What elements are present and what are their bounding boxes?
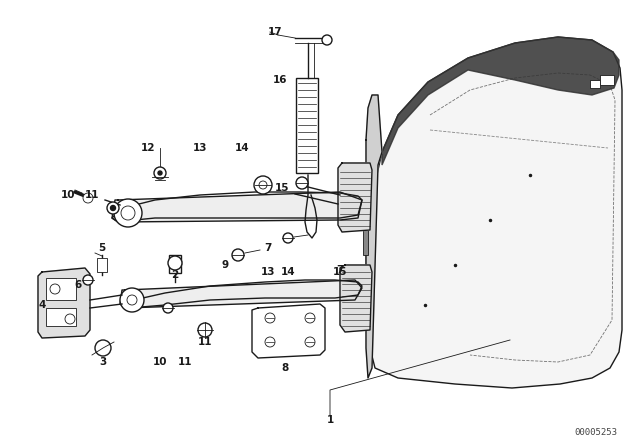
Text: 11: 11 (84, 190, 99, 200)
Text: 13: 13 (260, 267, 275, 277)
Circle shape (259, 181, 267, 189)
Circle shape (163, 303, 173, 313)
Circle shape (127, 295, 137, 305)
Circle shape (322, 35, 332, 45)
Circle shape (121, 206, 135, 220)
Text: 11: 11 (178, 357, 192, 367)
Circle shape (283, 233, 293, 243)
Text: 2: 2 (172, 270, 179, 280)
Polygon shape (366, 37, 622, 388)
Circle shape (50, 284, 60, 294)
Bar (363, 230, 368, 255)
Text: 5: 5 (99, 243, 106, 253)
Polygon shape (112, 192, 362, 222)
Circle shape (83, 275, 93, 285)
Circle shape (305, 313, 315, 323)
Circle shape (111, 206, 115, 211)
Circle shape (168, 256, 182, 270)
Circle shape (232, 249, 244, 261)
Text: 15: 15 (333, 267, 348, 277)
Polygon shape (340, 265, 372, 332)
Text: 7: 7 (336, 265, 344, 275)
Text: 6: 6 (74, 280, 82, 290)
Bar (600, 75, 614, 85)
Text: 11: 11 (198, 337, 212, 347)
Text: 17: 17 (268, 27, 282, 37)
Polygon shape (366, 95, 382, 378)
Text: 10: 10 (61, 190, 76, 200)
Polygon shape (112, 192, 362, 222)
Bar (296, 78, 318, 173)
Polygon shape (38, 268, 90, 338)
Polygon shape (382, 37, 619, 165)
Text: 8: 8 (282, 363, 289, 373)
Circle shape (120, 288, 144, 312)
Bar (97, 258, 107, 272)
Polygon shape (338, 163, 372, 232)
Circle shape (296, 177, 308, 189)
Text: 9: 9 (221, 260, 228, 270)
Circle shape (65, 314, 75, 324)
Text: 16: 16 (273, 75, 287, 85)
Circle shape (154, 167, 166, 179)
Bar (46, 278, 76, 300)
Text: 14: 14 (235, 143, 250, 153)
Circle shape (95, 340, 111, 356)
Text: 00005253: 00005253 (575, 427, 618, 436)
Text: 14: 14 (281, 267, 295, 277)
Circle shape (107, 202, 119, 214)
Text: 10: 10 (153, 357, 167, 367)
Polygon shape (252, 304, 325, 358)
Circle shape (265, 337, 275, 347)
Bar (46, 308, 76, 326)
Text: 4: 4 (38, 300, 45, 310)
Text: 7: 7 (264, 243, 272, 253)
Circle shape (265, 313, 275, 323)
Text: 15: 15 (275, 183, 289, 193)
Circle shape (254, 176, 272, 194)
Circle shape (158, 171, 162, 175)
Bar (169, 255, 181, 273)
Text: 3: 3 (99, 357, 107, 367)
Text: 13: 13 (193, 143, 207, 153)
Text: 12: 12 (141, 143, 156, 153)
Circle shape (114, 199, 142, 227)
Circle shape (305, 337, 315, 347)
Bar (590, 80, 600, 88)
Text: 1: 1 (326, 415, 333, 425)
Polygon shape (122, 280, 362, 308)
Polygon shape (120, 280, 362, 308)
Circle shape (198, 323, 212, 337)
Circle shape (83, 193, 93, 203)
